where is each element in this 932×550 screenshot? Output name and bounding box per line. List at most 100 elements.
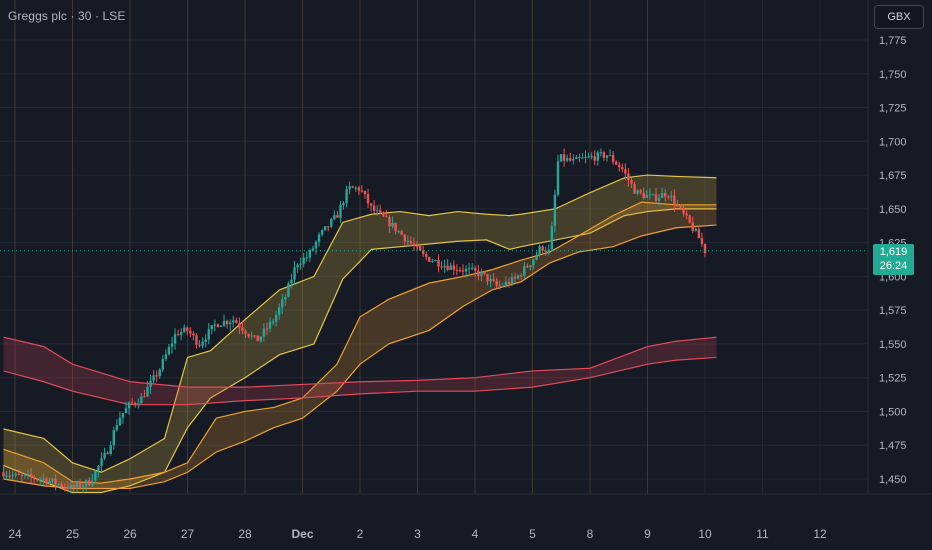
candle-body xyxy=(578,157,581,159)
candle-body xyxy=(173,334,177,344)
last-price-label: 1,619 26:24 xyxy=(873,244,914,275)
candle-body xyxy=(403,234,406,242)
candle-body xyxy=(137,403,140,405)
candle-body xyxy=(320,230,324,235)
candle-body xyxy=(308,250,312,258)
candle-body xyxy=(670,195,673,197)
candle-body xyxy=(311,248,315,251)
candle-body xyxy=(532,259,535,266)
candle-body xyxy=(244,330,247,334)
candle-body xyxy=(81,485,85,488)
date-tick-label: 11 xyxy=(756,527,769,541)
candle-body xyxy=(250,335,253,337)
band-upper-line-1 xyxy=(3,201,717,484)
candle-body xyxy=(596,152,599,161)
candle-body xyxy=(195,335,198,345)
candle-body xyxy=(415,245,419,247)
date-tick-label: 24 xyxy=(8,527,22,541)
price-axis[interactable]: 1,4501,4751,5001,5251,5501,5751,6001,625… xyxy=(879,35,907,486)
price-tick-label: 1,500 xyxy=(879,406,907,418)
candle-body xyxy=(544,250,547,252)
candle-body xyxy=(587,156,590,158)
candle-body xyxy=(412,243,416,246)
candle-body xyxy=(20,474,24,476)
band-fill-1 xyxy=(3,202,717,489)
price-tick-label: 1,475 xyxy=(879,440,907,452)
candle-body xyxy=(192,333,195,336)
candle-body xyxy=(54,478,57,485)
candle-body xyxy=(431,261,434,263)
candle-body xyxy=(550,226,554,250)
candle-body xyxy=(556,161,560,195)
price-tick-label: 1,750 xyxy=(879,69,907,81)
band-upper-line-0 xyxy=(3,174,717,473)
candle-body xyxy=(599,152,603,154)
candle-body xyxy=(676,204,679,206)
candle-body xyxy=(323,226,327,231)
candle-body xyxy=(388,216,391,227)
candle-body xyxy=(569,158,572,161)
candle-body xyxy=(602,152,606,158)
candle-body xyxy=(333,215,336,220)
candle-body xyxy=(17,473,21,475)
candle-body xyxy=(339,204,342,218)
bar-countdown: 26:24 xyxy=(879,260,908,272)
bands-layer xyxy=(3,174,717,494)
candle-body xyxy=(584,156,587,158)
candle-body xyxy=(23,474,27,476)
candle-body xyxy=(130,402,134,404)
candle-body xyxy=(29,474,33,478)
candle-body xyxy=(115,425,119,431)
candle-body xyxy=(228,322,232,325)
candle-body xyxy=(281,299,284,308)
currency-button[interactable]: GBX xyxy=(874,5,924,29)
candle-body xyxy=(363,190,367,195)
candle-body xyxy=(262,328,266,337)
candle-body xyxy=(164,354,168,359)
candle-body xyxy=(697,229,701,239)
candle-body xyxy=(330,219,333,227)
candle-body xyxy=(66,487,70,490)
candle-body xyxy=(513,277,517,279)
candle-body xyxy=(26,474,30,476)
candle-body xyxy=(85,480,88,486)
candle-body xyxy=(225,320,229,325)
candle-body xyxy=(179,331,183,336)
candle-body xyxy=(109,445,112,455)
candle-body xyxy=(293,267,296,280)
candle-body xyxy=(351,186,354,188)
candle-body xyxy=(480,271,483,276)
candle-body xyxy=(176,334,180,336)
candle-body xyxy=(336,215,339,218)
candle-body xyxy=(593,156,596,161)
candle-body xyxy=(296,264,299,268)
candle-body xyxy=(183,327,186,332)
candle-body xyxy=(265,328,269,330)
candle-body xyxy=(216,324,220,328)
candle-body xyxy=(397,231,400,233)
candle-body xyxy=(305,257,308,259)
price-tick-label: 1,575 xyxy=(879,305,907,317)
candle-body xyxy=(143,396,146,398)
candle-body xyxy=(259,336,263,342)
candle-body xyxy=(685,213,688,216)
candle-body xyxy=(97,465,100,471)
candle-body xyxy=(440,266,443,268)
candle-body xyxy=(274,314,278,322)
date-tick-label: 3 xyxy=(414,527,421,541)
date-tick-label: 25 xyxy=(66,527,80,541)
candle-body xyxy=(575,157,578,159)
candle-body xyxy=(354,187,357,189)
symbol-legend[interactable]: Greggs plc · 30 · LSE xyxy=(8,9,126,23)
candle-body xyxy=(75,483,79,488)
band-upper-line-2 xyxy=(3,336,717,388)
candle-body xyxy=(498,285,501,287)
time-axis[interactable]: 24 25 26 27 28 Dec 2 3 4 5 8 9 10 11 12 xyxy=(8,527,827,541)
candle-body xyxy=(314,241,318,249)
candle-body xyxy=(409,240,413,244)
candle-body xyxy=(256,335,259,342)
candle-body xyxy=(253,335,256,337)
candle-body xyxy=(516,275,520,279)
